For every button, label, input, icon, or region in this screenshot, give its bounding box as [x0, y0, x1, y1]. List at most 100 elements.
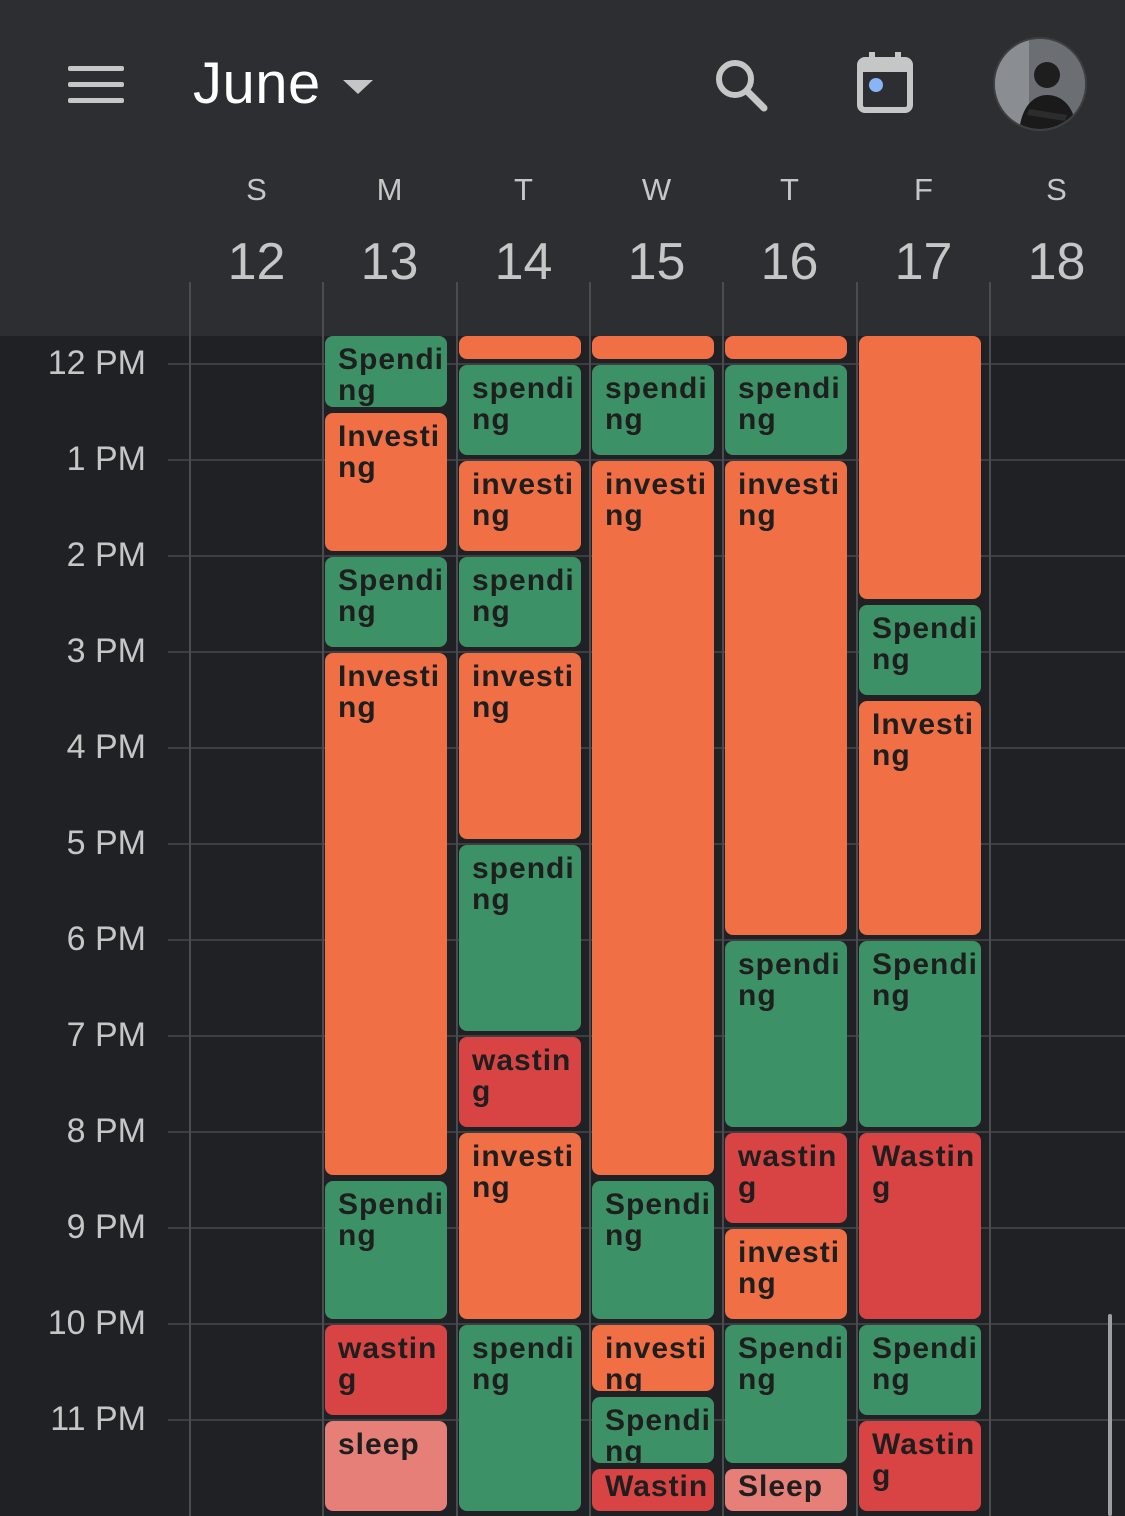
- day-number[interactable]: 14: [494, 233, 553, 291]
- event-wasting[interactable]: Wasting: [859, 1421, 981, 1511]
- hour-gridline: [168, 1323, 1125, 1325]
- event-spending[interactable]: Spending: [325, 336, 447, 407]
- day-number[interactable]: 18: [1027, 233, 1086, 291]
- event-title: Investing: [338, 660, 441, 724]
- event-title: investing: [738, 1236, 841, 1300]
- event-spending[interactable]: spending: [725, 941, 847, 1127]
- event-title: Spending: [605, 1188, 712, 1252]
- day-number[interactable]: 16: [760, 233, 819, 291]
- event-investing[interactable]: investing: [459, 461, 581, 551]
- avatar-photo-icon: [995, 39, 1085, 129]
- event-investing[interactable]: investing: [592, 1325, 714, 1391]
- event-investing[interactable]: investing: [459, 653, 581, 839]
- event-title: spending: [472, 564, 575, 628]
- column-separator: [589, 282, 591, 1516]
- event-title: investing: [605, 1332, 708, 1391]
- event-spending[interactable]: Spending: [859, 605, 981, 695]
- day-of-week-label: S: [1046, 172, 1067, 207]
- event-title: spending: [472, 852, 575, 916]
- event-title: Spending: [338, 1188, 445, 1252]
- event-spending[interactable]: Spending: [592, 1397, 714, 1463]
- hour-gridline: [168, 363, 1125, 365]
- event-title: wasting: [338, 1332, 438, 1396]
- column-separator: [989, 282, 991, 1516]
- event-title: Investing: [338, 420, 441, 484]
- event-sleep[interactable]: sleep: [325, 1421, 447, 1511]
- event-investing[interactable]: investing: [459, 1133, 581, 1319]
- event-investing[interactable]: investing: [725, 1229, 847, 1319]
- profile-avatar[interactable]: [993, 37, 1087, 131]
- event-title: spending: [472, 372, 575, 436]
- event-title: Investing: [872, 708, 975, 772]
- event-title: wasting: [738, 1140, 838, 1204]
- event-title: spending: [605, 372, 708, 436]
- event-spending[interactable]: Spending: [592, 1181, 714, 1319]
- event-spending[interactable]: Spending: [859, 941, 981, 1127]
- day-number[interactable]: 12: [227, 233, 286, 291]
- event-title: Sleep: [738, 1470, 824, 1503]
- day-of-week-label: T: [780, 172, 799, 207]
- event-wasting[interactable]: Wasting: [592, 1469, 714, 1511]
- day-number[interactable]: 13: [360, 233, 419, 291]
- event-title: Spending: [872, 948, 979, 1012]
- time-label: 11 PM: [50, 1400, 146, 1438]
- event-investing[interactable]: investing: [592, 461, 714, 1175]
- event-spending[interactable]: Spending: [325, 557, 447, 647]
- calendar-today-icon[interactable]: [856, 50, 914, 114]
- month-selector[interactable]: June: [193, 50, 373, 117]
- hamburger-menu-icon[interactable]: [68, 66, 124, 104]
- event-spending[interactable]: spending: [459, 557, 581, 647]
- time-label: 5 PM: [66, 824, 146, 862]
- event-spending[interactable]: Spending: [725, 1325, 847, 1463]
- event-title: Spending: [872, 1332, 979, 1396]
- time-label: 8 PM: [66, 1112, 146, 1150]
- time-label: 6 PM: [66, 920, 146, 958]
- day-of-week-label: S: [246, 172, 267, 207]
- event-investing[interactable]: [459, 336, 581, 359]
- event-title: spending: [738, 372, 841, 436]
- event-investing[interactable]: Investing: [325, 653, 447, 1175]
- event-investing[interactable]: [859, 336, 981, 599]
- event-spending[interactable]: spending: [459, 365, 581, 455]
- time-label: 7 PM: [66, 1016, 146, 1054]
- event-spending[interactable]: Spending: [325, 1181, 447, 1319]
- column-separator: [456, 282, 458, 1516]
- event-wasting[interactable]: Wasting: [859, 1133, 981, 1319]
- event-sleep[interactable]: Sleep: [725, 1469, 847, 1511]
- event-title: investing: [738, 468, 841, 532]
- event-title: Spending: [605, 1404, 712, 1463]
- event-title: spending: [738, 948, 841, 1012]
- day-of-week-label: F: [914, 172, 933, 207]
- time-label: 1 PM: [66, 440, 146, 478]
- app-header: June S 12 M 13 T 14 W 15 T 16 F 17 S 18: [0, 0, 1125, 336]
- day-number[interactable]: 15: [627, 233, 686, 291]
- day-of-week-label: M: [376, 172, 403, 207]
- event-title: Wasting: [605, 1470, 709, 1511]
- column-separator: [189, 282, 191, 1516]
- event-investing[interactable]: [725, 336, 847, 359]
- event-investing[interactable]: [592, 336, 714, 359]
- event-title: Spending: [738, 1332, 845, 1396]
- event-spending[interactable]: spending: [459, 1325, 581, 1511]
- event-wasting[interactable]: wasting: [725, 1133, 847, 1223]
- event-title: wasting: [472, 1044, 572, 1108]
- scrollbar[interactable]: [1108, 1314, 1112, 1516]
- event-title: Spending: [872, 612, 979, 676]
- time-label: 3 PM: [66, 632, 146, 670]
- month-title: June: [193, 51, 321, 116]
- event-wasting[interactable]: wasting: [325, 1325, 447, 1415]
- search-icon[interactable]: [712, 56, 770, 114]
- event-investing[interactable]: Investing: [325, 413, 447, 551]
- event-investing[interactable]: investing: [725, 461, 847, 935]
- hour-gridline: [168, 459, 1125, 461]
- event-investing[interactable]: Investing: [859, 701, 981, 935]
- event-wasting[interactable]: wasting: [459, 1037, 581, 1127]
- event-title: investing: [472, 660, 575, 724]
- event-spending[interactable]: spending: [592, 365, 714, 455]
- event-spending[interactable]: spending: [459, 845, 581, 1031]
- event-title: Wasting: [872, 1428, 976, 1492]
- event-spending[interactable]: Spending: [859, 1325, 981, 1415]
- event-title: investing: [472, 468, 575, 532]
- event-spending[interactable]: spending: [725, 365, 847, 455]
- day-number[interactable]: 17: [894, 233, 953, 291]
